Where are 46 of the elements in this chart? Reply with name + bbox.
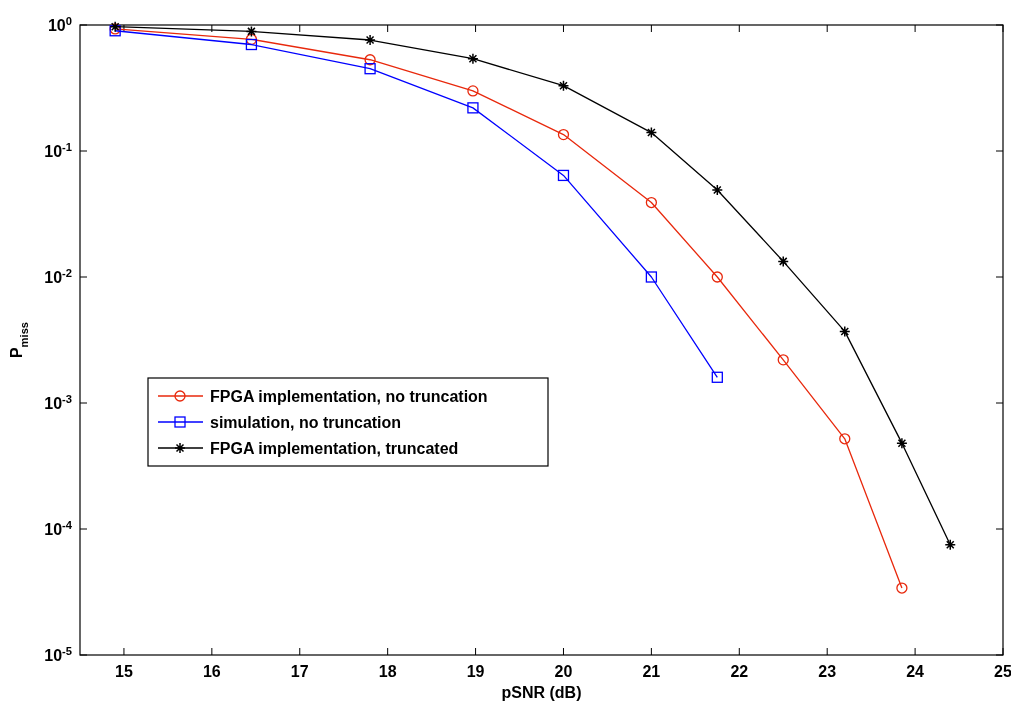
point (839, 433, 851, 445)
point (467, 52, 479, 65)
y-tick-label: 10$^{-5}$ (44, 645, 72, 664)
point (364, 54, 376, 66)
x-tick-label: 21 (642, 663, 661, 680)
x-tick-label: 25 (994, 663, 1011, 680)
y-tick-label: 10$^{0}$ (47, 15, 72, 34)
point (711, 371, 723, 383)
point (557, 169, 570, 182)
point (777, 354, 789, 366)
y-tick-label: 10$^{-1}$ (44, 141, 72, 160)
x-tick-label: 22 (730, 663, 749, 680)
point (467, 85, 479, 97)
x-tick-label: 16 (202, 663, 221, 680)
point (645, 196, 658, 209)
legend-label: simulation, no truncation (210, 414, 402, 431)
point (364, 63, 376, 75)
point (944, 538, 957, 551)
point (557, 128, 570, 141)
x-tick-label: 19 (466, 663, 485, 680)
point (467, 102, 479, 114)
y-tick-label: 10$^{-4}$ (44, 519, 73, 538)
point (896, 582, 908, 594)
point (557, 79, 570, 92)
point (896, 437, 908, 449)
x-tick-label: 23 (818, 663, 837, 680)
x-tick-label: 15 (115, 663, 133, 680)
legend-label: FPGA implementation, truncated (210, 440, 459, 457)
point (711, 184, 724, 196)
y-tick-label: 10$^{-3}$ (44, 393, 72, 412)
point (364, 34, 376, 46)
x-tick-label: 17 (290, 663, 309, 680)
point (777, 255, 789, 268)
x-axis-title: pSNR (dB) (501, 684, 582, 701)
point (245, 25, 258, 38)
legend-label: FPGA implementation, no truncation (210, 388, 488, 405)
point (645, 271, 658, 283)
point (839, 325, 851, 338)
point (711, 271, 723, 283)
y-tick-label: 10$^{-2}$ (44, 267, 72, 286)
point (245, 33, 258, 45)
x-tick-label: 18 (378, 663, 397, 680)
point (645, 126, 658, 139)
x-tick-label: 24 (906, 663, 925, 680)
point (245, 38, 258, 51)
x-tick-label: 20 (554, 663, 573, 680)
